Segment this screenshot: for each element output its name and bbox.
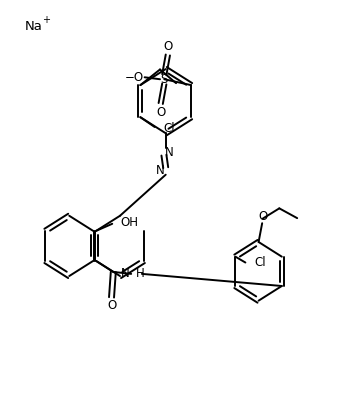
Text: O: O xyxy=(107,299,116,312)
Text: Na: Na xyxy=(24,20,42,33)
Text: S: S xyxy=(161,73,168,86)
Text: N: N xyxy=(121,268,130,281)
Text: −O: −O xyxy=(125,71,144,84)
Text: N: N xyxy=(165,145,174,158)
Text: H: H xyxy=(136,268,145,281)
Text: N: N xyxy=(156,164,165,177)
Text: O: O xyxy=(258,210,267,223)
Text: +: + xyxy=(42,15,50,25)
Text: Cl: Cl xyxy=(254,256,266,269)
Text: O: O xyxy=(156,106,165,119)
Text: Cl: Cl xyxy=(163,123,175,136)
Text: O: O xyxy=(163,40,172,53)
Text: OH: OH xyxy=(120,216,138,229)
